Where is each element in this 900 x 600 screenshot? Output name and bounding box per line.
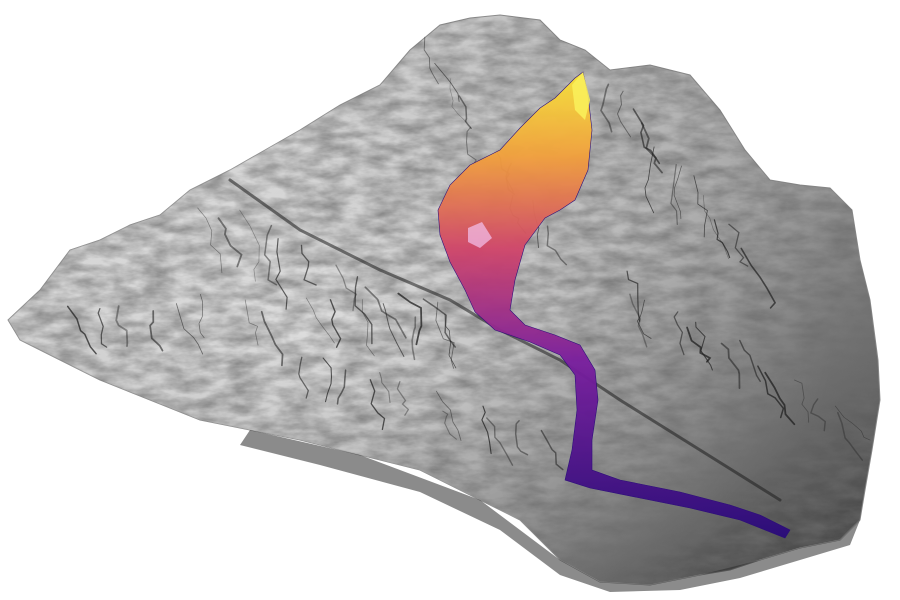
ridge-line — [364, 286, 407, 339]
terrain-surface — [7, 14, 881, 586]
ridge-line — [435, 390, 462, 441]
ridge-line — [486, 417, 514, 466]
flow-channel — [437, 71, 791, 539]
ridge-line — [66, 305, 97, 355]
ridge-line — [695, 321, 713, 371]
ridge-line — [336, 369, 347, 405]
ridge-line — [740, 247, 777, 309]
ridge-line — [217, 217, 243, 268]
ridge-line — [329, 299, 342, 348]
ridge-line — [739, 339, 761, 382]
ridge-line — [435, 301, 455, 369]
ridge-line — [514, 420, 529, 456]
ridge-line — [693, 175, 708, 238]
flow-highlight — [468, 222, 492, 248]
ridge-line — [481, 405, 492, 455]
ridge-line — [793, 379, 810, 423]
ridge-line — [275, 238, 288, 310]
ridge-line — [335, 264, 358, 312]
ridge-line — [369, 379, 386, 431]
ridge-line — [449, 78, 467, 123]
ridge-line — [354, 276, 373, 345]
ridge-line — [434, 62, 460, 102]
ridge-line — [198, 294, 205, 339]
ridge-line — [442, 410, 457, 440]
ridge-line — [644, 146, 655, 214]
ridge-line — [757, 365, 785, 419]
ridge-line — [640, 122, 663, 174]
ridge-line — [673, 311, 685, 356]
ridge-line — [810, 398, 826, 432]
ridge-line — [764, 371, 796, 426]
ridge-line — [465, 126, 477, 166]
ridge-line — [263, 224, 278, 286]
ridge-line — [411, 316, 417, 361]
ridge-line — [720, 342, 741, 389]
ridge-line — [244, 299, 259, 346]
ridge-line — [197, 207, 223, 274]
ridge-line — [260, 310, 284, 367]
ridge-line — [423, 36, 439, 85]
ridge-line — [686, 326, 712, 363]
ridge-line — [600, 83, 613, 133]
ridge-line — [175, 303, 204, 355]
ridge-line — [379, 371, 391, 404]
ridge-line — [149, 310, 164, 352]
ridge-line — [546, 225, 568, 266]
ridge-line — [540, 429, 564, 471]
ridge-line — [834, 405, 871, 441]
ridge-line — [382, 303, 405, 357]
front-cliff-shadow — [240, 430, 860, 592]
ridge-line — [673, 165, 682, 220]
ridge-line — [629, 293, 648, 348]
ridge-line — [322, 357, 333, 403]
ridge-line — [298, 356, 309, 399]
ridge-line — [361, 299, 375, 357]
ridge-line — [239, 209, 260, 282]
ridge-line — [305, 297, 335, 344]
ridge-line — [728, 223, 749, 267]
ridge-line — [616, 90, 632, 138]
ridge-line — [458, 95, 472, 130]
ridge-line — [670, 163, 678, 226]
ridge-line — [300, 244, 317, 286]
debris-flow — [437, 71, 791, 539]
ridge-line — [115, 305, 129, 347]
ridge-line — [396, 380, 410, 416]
ridge-line — [397, 292, 423, 346]
ridge-line — [626, 270, 641, 322]
ridge-line — [97, 307, 108, 348]
ridge-line — [713, 219, 731, 259]
surface-texture — [8, 15, 880, 585]
ridge-line — [636, 299, 652, 339]
ridge-line — [837, 411, 864, 461]
flow-source-peak — [572, 72, 590, 120]
